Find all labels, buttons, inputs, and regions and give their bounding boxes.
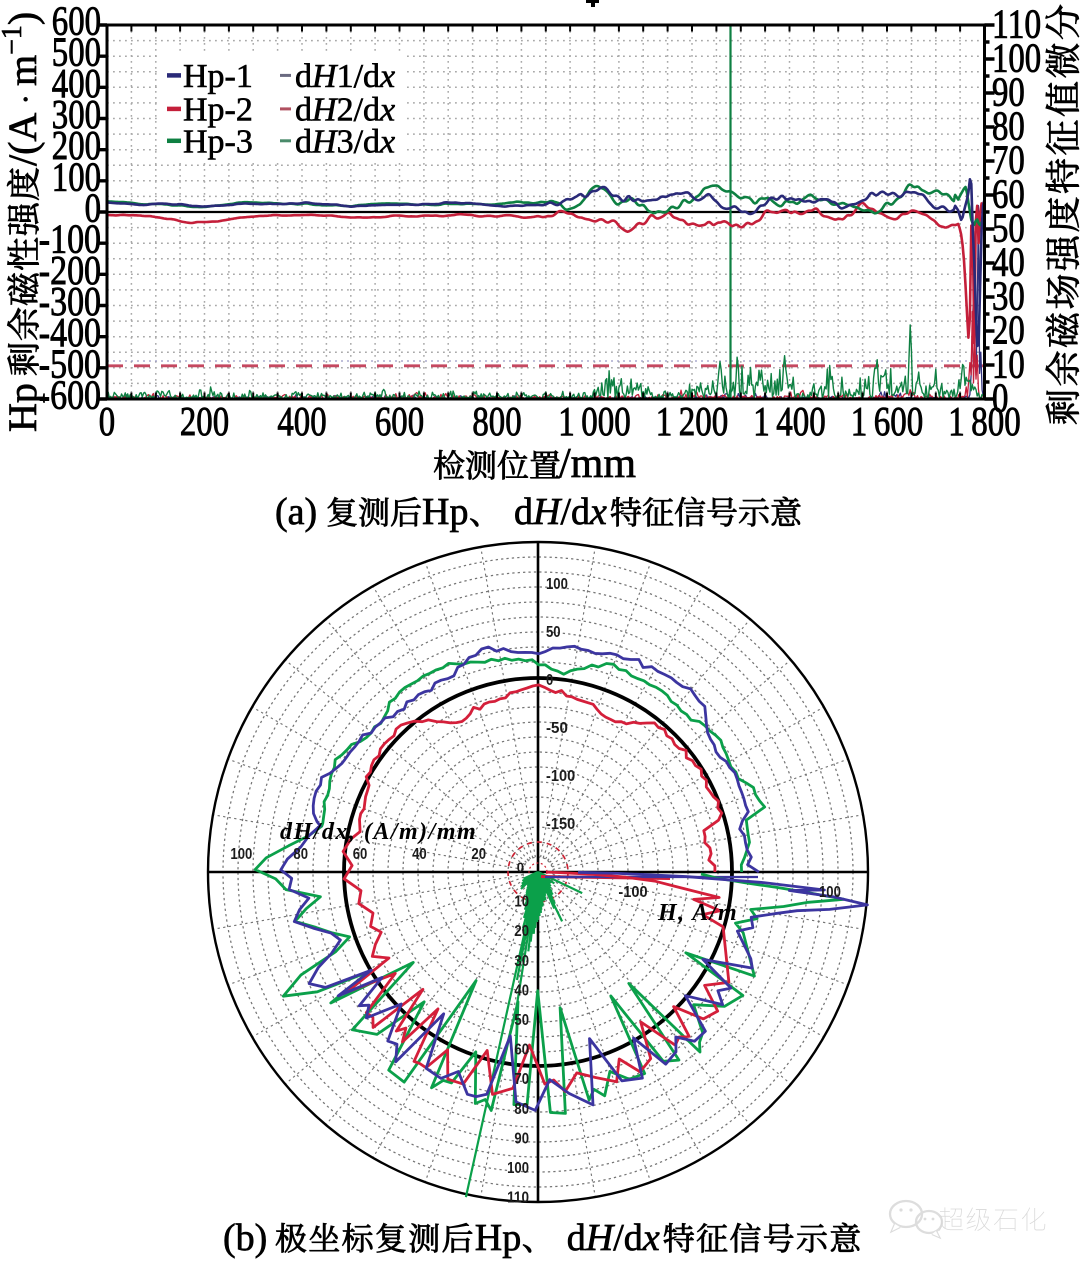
svg-text:-150: -150 — [546, 816, 575, 833]
svg-text:200: 200 — [180, 398, 229, 444]
svg-text:50: 50 — [546, 624, 561, 641]
svg-text:Hp: Hp — [0, 383, 45, 432]
svg-text:100: 100 — [230, 846, 252, 863]
svg-text:1 800: 1 800 — [948, 398, 1021, 444]
svg-text:dH/dx: dH/dx — [567, 1217, 660, 1259]
svg-text:0: 0 — [992, 375, 1008, 421]
svg-text:80: 80 — [992, 103, 1025, 149]
svg-text:Hp: Hp — [422, 491, 468, 533]
svg-text:100: 100 — [52, 153, 101, 199]
svg-text:0: 0 — [546, 672, 553, 689]
svg-text:60: 60 — [992, 171, 1025, 217]
svg-text:Hp-2: Hp-2 — [183, 91, 253, 128]
svg-text:dH/dx, (A/m)/mm: dH/dx, (A/m)/mm — [280, 819, 477, 845]
svg-text:800: 800 — [472, 398, 521, 444]
svg-text:(a): (a) — [275, 491, 317, 533]
svg-text:80: 80 — [514, 1101, 529, 1118]
svg-text:300: 300 — [52, 91, 101, 137]
svg-text:0: 0 — [99, 398, 115, 444]
svg-text:-400: -400 — [39, 309, 101, 355]
svg-text:10: 10 — [992, 341, 1025, 387]
svg-text:dH1/dx: dH1/dx — [295, 58, 395, 95]
svg-text:60: 60 — [353, 846, 368, 863]
svg-text:-100: -100 — [618, 884, 647, 901]
svg-text:20: 20 — [514, 923, 529, 940]
svg-text:70: 70 — [514, 1071, 529, 1088]
svg-text:-200: -200 — [39, 247, 101, 293]
svg-text:40: 40 — [992, 239, 1025, 285]
svg-text:400: 400 — [52, 60, 101, 106]
svg-text:60: 60 — [514, 1042, 529, 1059]
svg-text:110: 110 — [507, 1190, 529, 1207]
svg-text:-300: -300 — [39, 278, 101, 324]
svg-text:200: 200 — [52, 122, 101, 168]
svg-text:110: 110 — [992, 1, 1041, 47]
svg-text:500: 500 — [52, 29, 101, 75]
svg-text:30: 30 — [514, 953, 529, 970]
svg-text:dH3/dx: dH3/dx — [295, 123, 395, 160]
svg-text:20: 20 — [992, 307, 1025, 353]
svg-text:dH2/dx: dH2/dx — [295, 91, 395, 128]
svg-text:1 000: 1 000 — [558, 398, 631, 444]
svg-text:100: 100 — [507, 1160, 529, 1177]
svg-text:-50: -50 — [546, 720, 568, 737]
svg-text:1 400: 1 400 — [753, 398, 826, 444]
svg-text:10: 10 — [514, 894, 529, 911]
svg-text:H, A/m: H, A/m — [657, 900, 738, 926]
svg-text:-100: -100 — [546, 768, 575, 785]
svg-text:40: 40 — [514, 982, 529, 999]
svg-text:0: 0 — [85, 185, 101, 231]
svg-text:-100: -100 — [39, 216, 101, 262]
svg-text:70: 70 — [992, 137, 1025, 183]
svg-text:30: 30 — [992, 273, 1025, 319]
svg-text:1 600: 1 600 — [851, 398, 924, 444]
svg-text:-500: -500 — [39, 340, 101, 386]
svg-text:(b): (b) — [223, 1217, 267, 1259]
svg-text:Hp-1: Hp-1 — [183, 58, 253, 95]
svg-text:20: 20 — [471, 846, 486, 863]
svg-text:100: 100 — [992, 35, 1041, 81]
svg-text:400: 400 — [277, 398, 326, 444]
svg-text:dH/dx: dH/dx — [514, 491, 607, 533]
svg-text:/mm: /mm — [559, 441, 636, 487]
svg-text:100: 100 — [546, 576, 568, 593]
svg-text:50: 50 — [514, 1012, 529, 1029]
svg-text:Hp-3: Hp-3 — [183, 123, 253, 160]
svg-text:600: 600 — [375, 398, 424, 444]
svg-text:Hp: Hp — [475, 1217, 521, 1259]
svg-text:-600: -600 — [39, 372, 101, 418]
svg-text:1 200: 1 200 — [656, 398, 729, 444]
svg-text:90: 90 — [992, 69, 1025, 115]
svg-text:40: 40 — [412, 846, 427, 863]
svg-text:90: 90 — [514, 1130, 529, 1147]
svg-text:0: 0 — [517, 859, 524, 875]
svg-text:100: 100 — [819, 884, 841, 901]
svg-text:50: 50 — [992, 205, 1025, 251]
svg-text:600: 600 — [52, 0, 101, 44]
svg-text:80: 80 — [293, 846, 308, 863]
